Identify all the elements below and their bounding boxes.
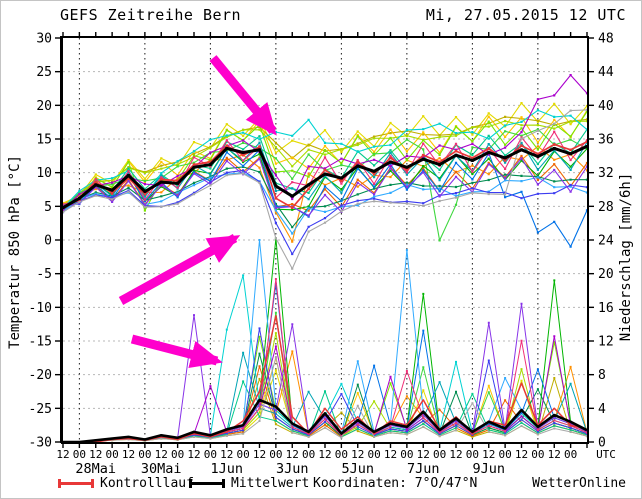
date-label: 1Jun (210, 461, 243, 477)
date-label: 5Jun (341, 461, 374, 477)
time-tick-label: 00 (466, 448, 479, 461)
time-tick-label: 12 (89, 448, 102, 461)
legend: Kontrolllauf Mittelwert Koordinaten: 7°O… (1, 475, 641, 495)
time-tick-label: 00 (302, 448, 315, 461)
time-tick-label: 00 (499, 448, 512, 461)
precip-tick-label: 32 (598, 166, 614, 181)
time-tick-label: 00 (335, 448, 348, 461)
temp-tick-label: -25 (29, 402, 52, 417)
precip-tick-label: 48 (598, 32, 614, 47)
temp-tick-label: 25 (36, 65, 52, 80)
time-tick-label: 00 (237, 448, 250, 461)
time-tick-label: 00 (269, 448, 282, 461)
precip-tick-label: 16 (598, 301, 614, 316)
utc-label: UTC (596, 448, 616, 461)
highlight-arrow (130, 334, 223, 369)
highlight-arrow (209, 55, 277, 136)
temp-tick-label: 5 (44, 200, 52, 215)
highlight-arrow (118, 234, 241, 305)
mean-series (62, 145, 588, 443)
precip-tick-label: 20 (598, 267, 614, 282)
time-tick-label: 12 (384, 448, 397, 461)
mean-line-swatch (189, 478, 225, 488)
time-tick-label: 00 (564, 448, 577, 461)
legend-control-label: Kontrolllauf (100, 475, 194, 491)
time-tick-label: 12 (220, 448, 233, 461)
time-tick-label: 12 (318, 448, 331, 461)
legend-mean-label: Mittelwert (231, 475, 310, 491)
time-tick-label: 12 (155, 448, 168, 461)
plot-frame (55, 32, 594, 448)
time-tick-label: 12 (449, 448, 462, 461)
date-label: 9Jun (472, 461, 505, 477)
run-datetime: Mi, 27.05.2015 12 UTC (425, 6, 626, 24)
date-label: 30Mai (141, 461, 182, 477)
time-tick-label: 12 (482, 448, 495, 461)
time-tick-label: 00 (433, 448, 446, 461)
member-p20 (62, 108, 588, 443)
axis-tick-labels: -30-25-20-15-10-505101520253004812162024… (29, 32, 616, 478)
legend-mean: Mittelwert (189, 475, 309, 491)
temp-tick-label: -20 (29, 368, 52, 383)
precip-tick-label: 24 (598, 234, 614, 249)
member-p12 (62, 109, 588, 443)
time-tick-label: 12 (253, 448, 266, 461)
precip-tick-label: 28 (598, 200, 614, 215)
time-tick-label: 00 (171, 448, 184, 461)
time-tick-label: 00 (106, 448, 119, 461)
time-tick-label: 00 (73, 448, 86, 461)
temp-tick-label: -5 (36, 267, 52, 282)
precip-tick-label: 40 (598, 99, 614, 114)
member-p02 (62, 115, 588, 443)
date-label: 3Jun (276, 461, 309, 477)
member-p03 (62, 109, 588, 443)
time-tick-label: 12 (417, 448, 430, 461)
time-tick-label: 12 (351, 448, 364, 461)
date-label: 7Jun (407, 461, 440, 477)
wetteronline-brand: WetterOnline (532, 475, 626, 491)
time-tick-label: 00 (368, 448, 381, 461)
precip-tick-label: 12 (598, 335, 614, 350)
time-tick-label: 12 (56, 448, 69, 461)
temp-tick-label: 30 (36, 32, 52, 47)
annotation-arrows (118, 55, 277, 369)
temp-tick-label: 20 (36, 99, 52, 114)
precip-tick-label: 4 (598, 402, 606, 417)
time-tick-label: 12 (548, 448, 561, 461)
time-tick-label: 00 (204, 448, 217, 461)
time-tick-label: 12 (122, 448, 135, 461)
time-tick-label: 12 (187, 448, 200, 461)
temp-tick-label: -30 (29, 436, 52, 451)
chart-title: GEFS Zeitreihe Bern (60, 6, 242, 24)
time-tick-label: 12 (515, 448, 528, 461)
time-tick-label: 12 (286, 448, 299, 461)
control-run-line-swatch (58, 478, 94, 488)
time-tick-label: 00 (531, 448, 544, 461)
gridlines (63, 38, 587, 442)
ensemble-series (62, 74, 588, 443)
legend-control-run: Kontrolllauf (58, 475, 194, 491)
precip-tick-label: 44 (598, 65, 614, 80)
time-tick-label: 00 (400, 448, 413, 461)
coordinates-text: Koordinaten: 7°O/47°N (313, 475, 478, 491)
date-label: 28Mai (75, 461, 116, 477)
temp-tick-label: -10 (29, 301, 52, 316)
temp-tick-label: -15 (29, 335, 52, 350)
temp-tick-label: 15 (36, 133, 52, 148)
precip-tick-label: 8 (598, 368, 606, 383)
time-tick-label: 00 (138, 448, 151, 461)
precip-tick-label: 36 (598, 133, 614, 148)
temp-tick-label: 0 (44, 234, 52, 249)
temp-tick-label: 10 (36, 166, 52, 181)
member-p17 (62, 157, 588, 443)
precip-tick-label: 0 (598, 436, 606, 451)
